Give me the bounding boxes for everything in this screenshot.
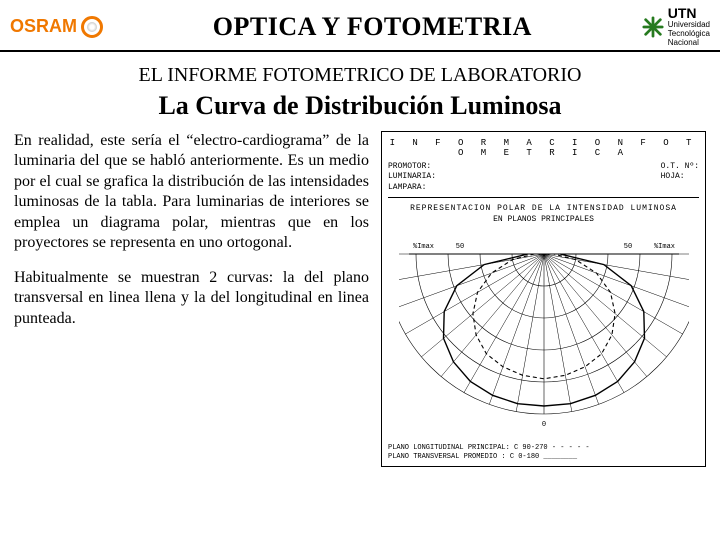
svg-text:50: 50: [455, 243, 463, 251]
figure-meta-left: PROMOTOR: LUMINARIA: LAMPARA:: [388, 162, 436, 193]
polar-chart: %Imax90505090%Imax0: [399, 230, 689, 440]
osram-label: OSRAM: [10, 16, 77, 37]
content: En realidad, este sería el “electro-card…: [0, 131, 720, 467]
legend-line-1: PLANO LONGITUDINAL PRINCIPAL: C 90-270 -…: [388, 444, 699, 453]
utn-logo: UTN Universidad Tecnológica Nacional: [642, 6, 710, 48]
paragraph-2: Habitualmente se muestran 2 curvas: la d…: [14, 268, 369, 329]
utn-small: Universidad Tecnológica Nacional: [668, 20, 710, 47]
header: OSRAM OPTICA Y FOTOMETRIA UTN Universida…: [0, 0, 720, 52]
utn-big: UTN: [668, 6, 710, 21]
figure-caption-2: EN PLANOS PRINCIPALES: [388, 215, 699, 224]
text-column: En realidad, este sería el “electro-card…: [14, 131, 369, 467]
bulb-icon: [81, 16, 103, 38]
figure-caption-1: REPRESENTACION POLAR DE LA INTENSIDAD LU…: [388, 204, 699, 213]
page-title: OPTICA Y FOTOMETRIA: [103, 12, 642, 42]
figure-meta-right: O.T. Nº: HOJA:: [661, 162, 699, 193]
utn-text: UTN Universidad Tecnológica Nacional: [668, 6, 710, 48]
figure-panel: I N F O R M A C I O N F O T O M E T R I …: [381, 131, 706, 467]
svg-text:%Imax: %Imax: [653, 243, 674, 251]
figure-legend: PLANO LONGITUDINAL PRINCIPAL: C 90-270 -…: [388, 444, 699, 462]
polar-chart-wrap: %Imax90505090%Imax0: [388, 230, 699, 440]
paragraph-1: En realidad, este sería el “electro-card…: [14, 131, 369, 254]
svg-text:50: 50: [623, 243, 631, 251]
svg-text:%Imax: %Imax: [413, 243, 434, 251]
section-title: La Curva de Distribución Luminosa: [0, 91, 720, 131]
legend-line-2: PLANO TRANSVERSAL PROMEDIO : C 0-180 ___…: [388, 453, 699, 462]
figure-header: I N F O R M A C I O N F O T O M E T R I …: [388, 138, 699, 158]
figure-meta: PROMOTOR: LUMINARIA: LAMPARA: O.T. Nº: H…: [388, 162, 699, 198]
subtitle: EL INFORME FOTOMETRICO DE LABORATORIO: [0, 52, 720, 91]
svg-text:0: 0: [541, 421, 545, 429]
utn-asterisk-icon: [642, 16, 664, 38]
osram-logo: OSRAM: [10, 16, 103, 38]
